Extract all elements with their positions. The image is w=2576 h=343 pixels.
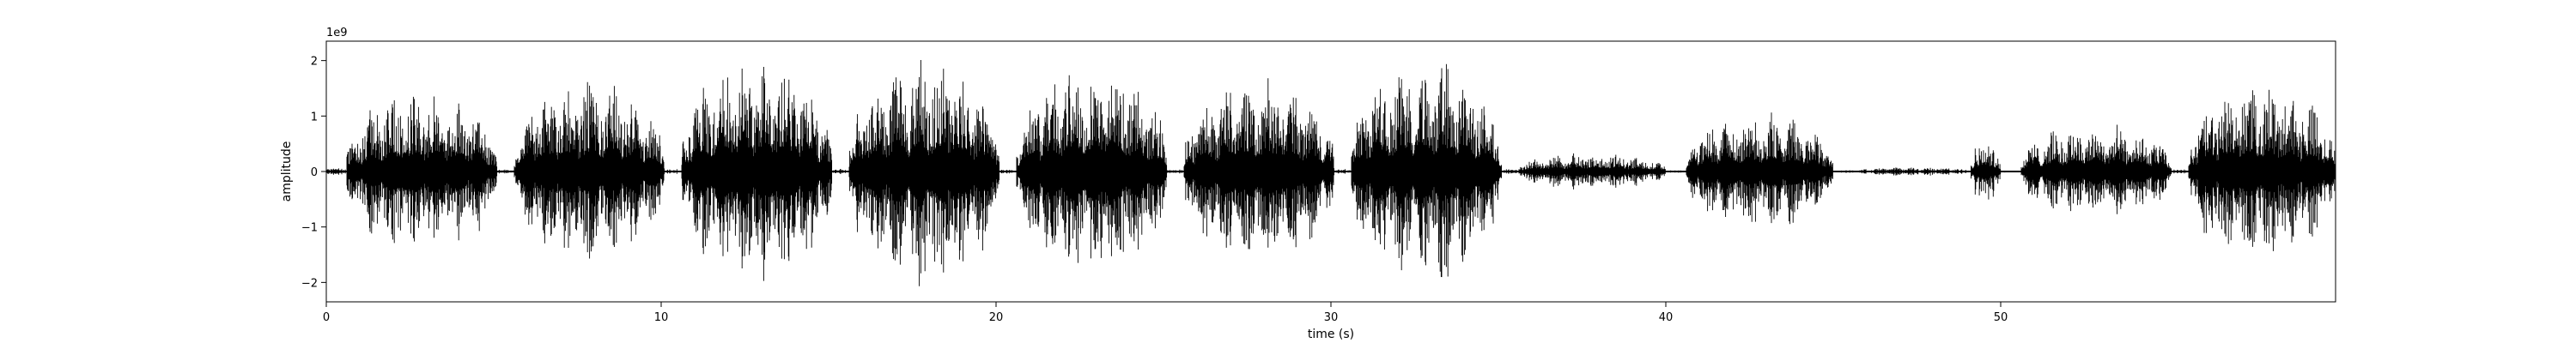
x-tick-label: 0 [323, 311, 330, 324]
y-offset-text: 1e9 [326, 27, 348, 39]
y-tick-label: −2 [301, 277, 318, 290]
x-tick-label: 10 [654, 311, 669, 324]
y-tick-label: 0 [311, 166, 318, 179]
x-tick-label: 20 [989, 311, 1004, 324]
y-tick-label: 2 [311, 56, 318, 69]
y-axis: −2 −1 0 1 2 [301, 56, 326, 290]
y-tick-label: 1 [311, 111, 318, 123]
x-axis-label: time (s) [1308, 328, 1354, 341]
y-tick-label: −1 [301, 222, 318, 235]
y-axis-label: amplitude [280, 141, 294, 202]
x-tick-label: 50 [1994, 311, 2008, 324]
x-tick-label: 40 [1659, 311, 1674, 324]
x-tick-label: 30 [1324, 311, 1339, 324]
plot-area [325, 40, 2336, 303]
x-axis: 0 10 20 30 40 50 [323, 302, 2008, 324]
